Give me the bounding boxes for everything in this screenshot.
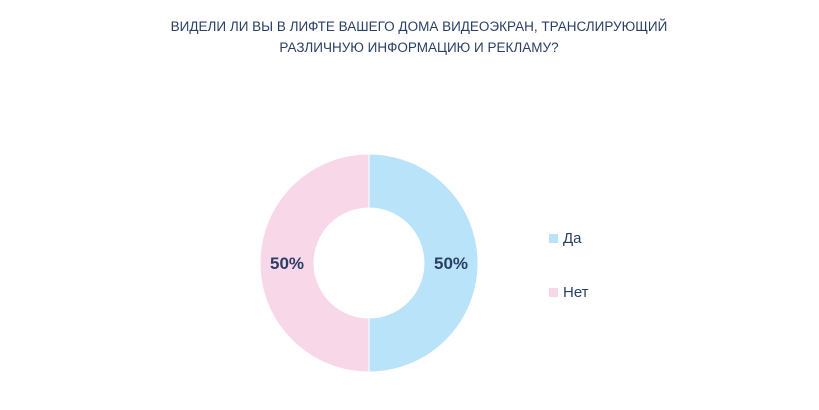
legend-swatch: [549, 233, 558, 243]
legend: Да Нет: [549, 228, 589, 336]
slice-1: [259, 153, 370, 373]
legend-item-da: Да: [549, 228, 589, 248]
legend-label: Да: [563, 229, 582, 247]
chart-title-line: ВИДЕЛИ ЛИ ВЫ В ЛИФТЕ ВАШЕГО ДОМА ВИДЕОЭК…: [170, 19, 668, 34]
legend-swatch: [549, 287, 558, 297]
chart-title-line: РАЗЛИЧНУЮ ИНФОРМАЦИЮ И РЕКЛАМУ?: [279, 40, 559, 55]
legend-label: Нет: [563, 283, 589, 301]
data-label: 50%: [434, 254, 468, 273]
slice-0: [368, 153, 479, 373]
legend-item-net: Нет: [549, 282, 589, 302]
data-label: 50%: [270, 254, 304, 273]
chart-title: ВИДЕЛИ ЛИ ВЫ В ЛИФТЕ ВАШЕГО ДОМА ВИДЕОЭК…: [0, 16, 819, 58]
